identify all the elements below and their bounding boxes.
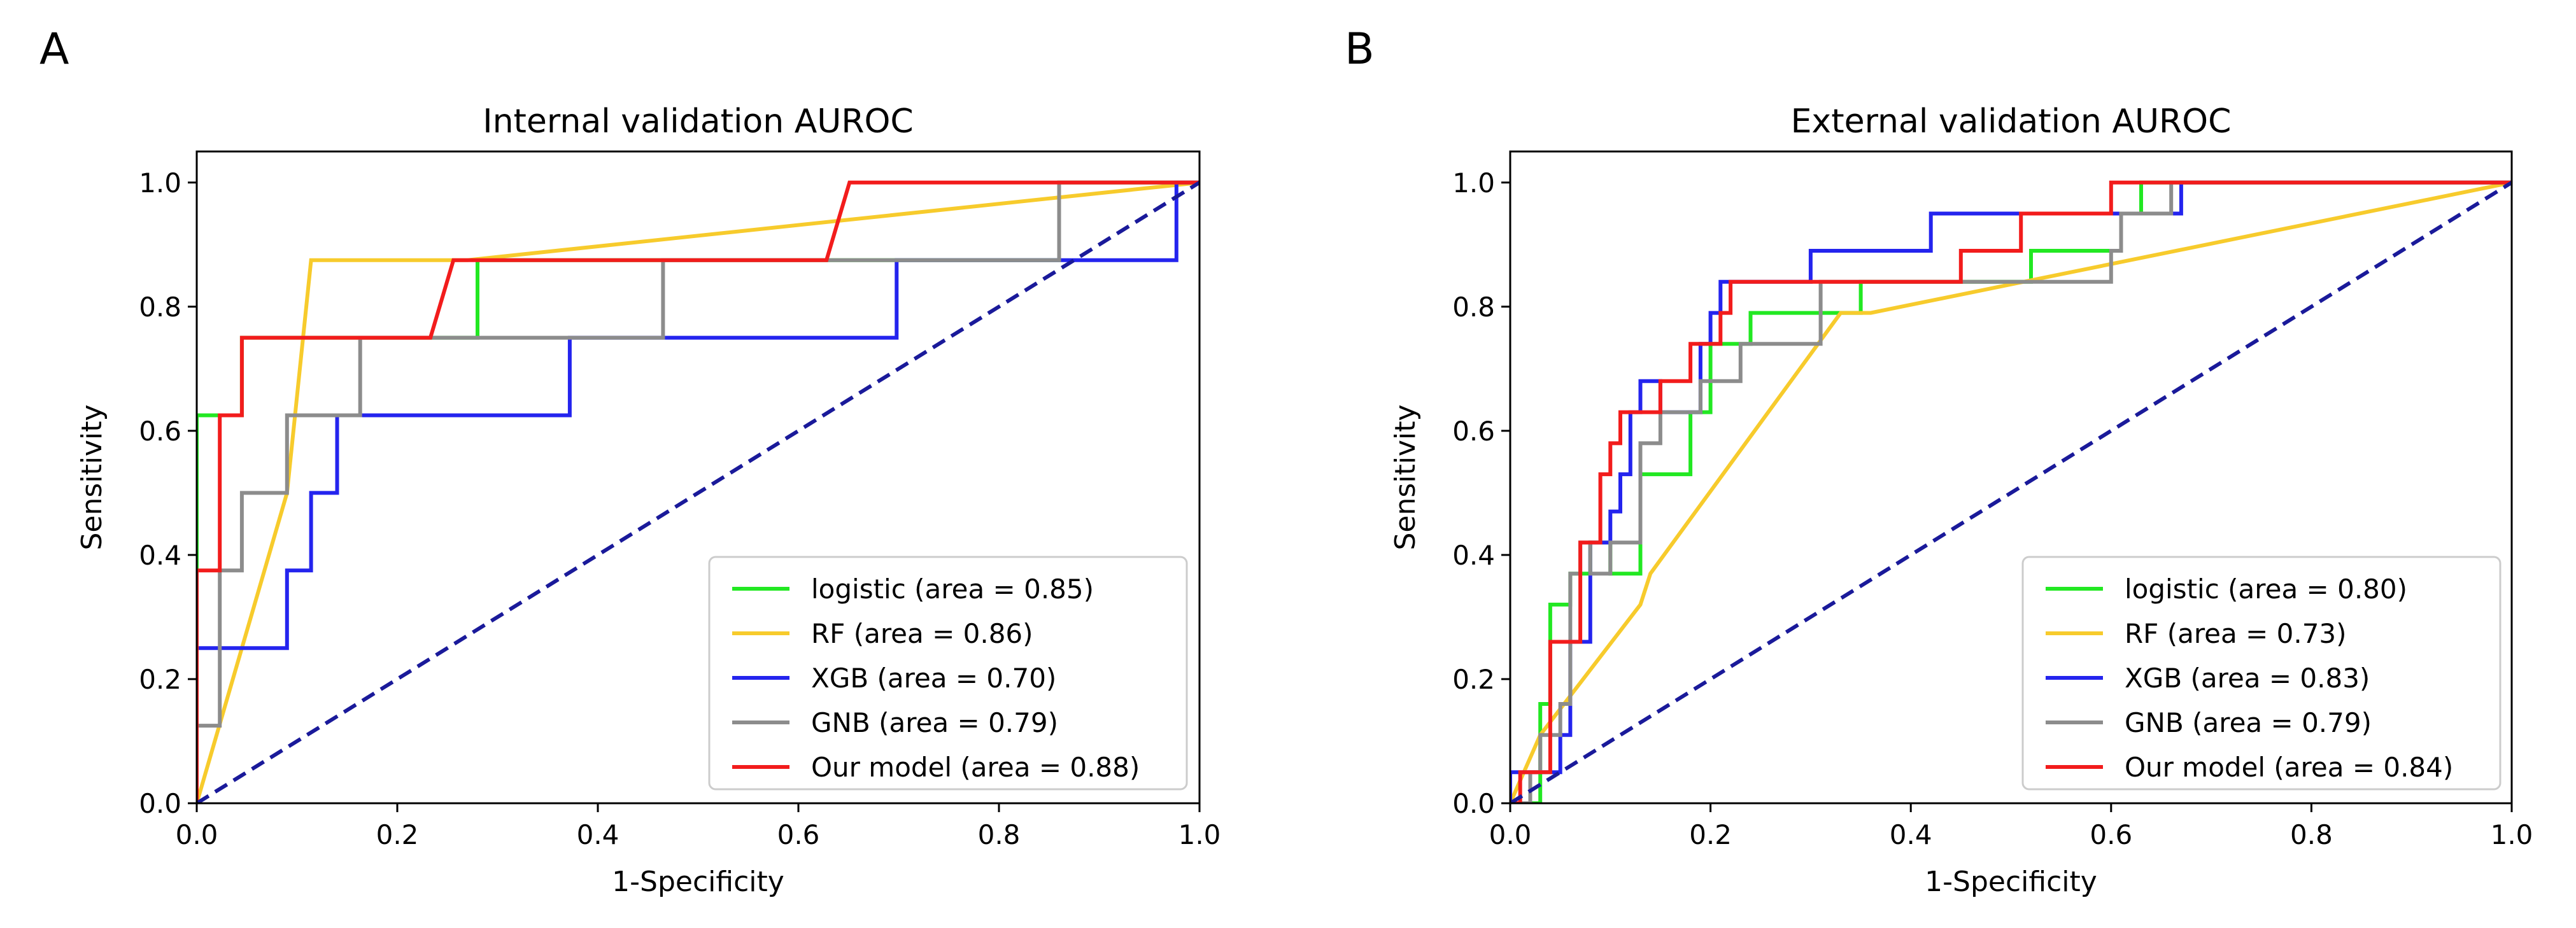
legend-box: [708, 556, 1188, 791]
y-tick-label: 0.8: [139, 292, 181, 323]
legend-label: RF (area = 0.73): [2125, 618, 2347, 649]
series-group: [197, 180, 1200, 803]
legend-label: XGB (area = 0.70): [811, 663, 1056, 694]
x-axis-label: 1-Specificity: [1925, 866, 2097, 898]
y-tick-label: 0.0: [139, 788, 181, 819]
x-tick-label: 1.0: [1178, 819, 1221, 850]
x-tick-label: 0.0: [176, 819, 218, 850]
panel-letter-a: A: [39, 24, 69, 74]
plot-frame: [1509, 150, 2513, 805]
y-tick-label: 0.2: [139, 664, 181, 695]
y-tick-label: 0.8: [1452, 292, 1495, 323]
legend-label: Our model (area = 0.84): [2125, 752, 2453, 783]
legend-label: logistic (area = 0.80): [2125, 573, 2407, 605]
x-tick-label: 0.2: [376, 819, 419, 850]
y-tick-label: 0.4: [1452, 540, 1495, 571]
legend-label: GNB (area = 0.79): [2125, 707, 2372, 738]
legend-box: [2021, 556, 2502, 791]
chart-title: External validation AUROC: [1791, 102, 2232, 141]
panel-internal-validation: A Internal validation AUROC 1-Specificit…: [39, 24, 1221, 898]
plot-frame: [195, 150, 1201, 805]
tick-group: 0.0 0.2 0.4 0.6 0.8 1.0 0.0 0.2 0.4 0.6 0.8 1.0: [1452, 167, 2533, 850]
legend: logistic (area = 0.80) RF (area = 0.73) XG…: [2021, 556, 2502, 791]
legend-label: logistic (area = 0.85): [811, 573, 1094, 605]
legend-label: RF (area = 0.86): [811, 618, 1033, 649]
y-tick-label: 1.0: [139, 167, 181, 199]
x-tick-label: 0.8: [978, 819, 1021, 850]
legend-label: XGB (area = 0.83): [2125, 663, 2370, 694]
x-tick-label: 0.4: [577, 819, 619, 850]
series-line-rf: [197, 180, 1200, 803]
series-line-gnb: [197, 180, 1200, 803]
chance-diagonal-line: [1510, 181, 2512, 803]
x-tick-label: 0.6: [777, 819, 820, 850]
x-tick-label: 0.0: [1489, 819, 1532, 850]
chart-title: Internal validation AUROC: [483, 102, 913, 141]
y-tick-label: 0.6: [1452, 416, 1495, 447]
series-line-logistic: [1510, 180, 2512, 803]
y-tick-label: 0.2: [1452, 664, 1495, 695]
x-tick-label: 0.4: [1890, 819, 1932, 850]
legend: logistic (area = 0.85) RF (area = 0.86) XG…: [708, 556, 1188, 791]
series-group: [1510, 180, 2512, 803]
legend-label: GNB (area = 0.79): [811, 707, 1058, 738]
series-line-our-model: [197, 180, 1200, 803]
chance-diagonal-line: [197, 181, 1200, 803]
y-tick-label: 0.6: [139, 416, 181, 447]
tick-group: 0.0 0.2 0.4 0.6 0.8 1.0 0.0 0.2 0.4 0.6 0.8 1.0: [139, 167, 1221, 850]
series-line-our-model: [1510, 180, 2512, 803]
y-tick-label: 1.0: [1452, 167, 1495, 199]
x-tick-label: 0.2: [1689, 819, 1732, 850]
y-axis-label: Sensitivity: [1389, 404, 1422, 550]
y-tick-label: 0.4: [139, 540, 181, 571]
x-axis-label: 1-Specificity: [612, 866, 784, 898]
series-line-gnb: [1510, 180, 2512, 803]
panel-external-validation: B External validation AUROC 1-Specificit…: [1345, 24, 2533, 898]
x-tick-label: 1.0: [2491, 819, 2533, 850]
x-tick-label: 0.6: [2090, 819, 2132, 850]
y-tick-label: 0.0: [1452, 788, 1495, 819]
y-axis-label: Sensitivity: [76, 404, 108, 550]
legend-label: Our model (area = 0.88): [811, 752, 1140, 783]
x-tick-label: 0.8: [2290, 819, 2333, 850]
panel-letter-b: B: [1345, 24, 1375, 74]
